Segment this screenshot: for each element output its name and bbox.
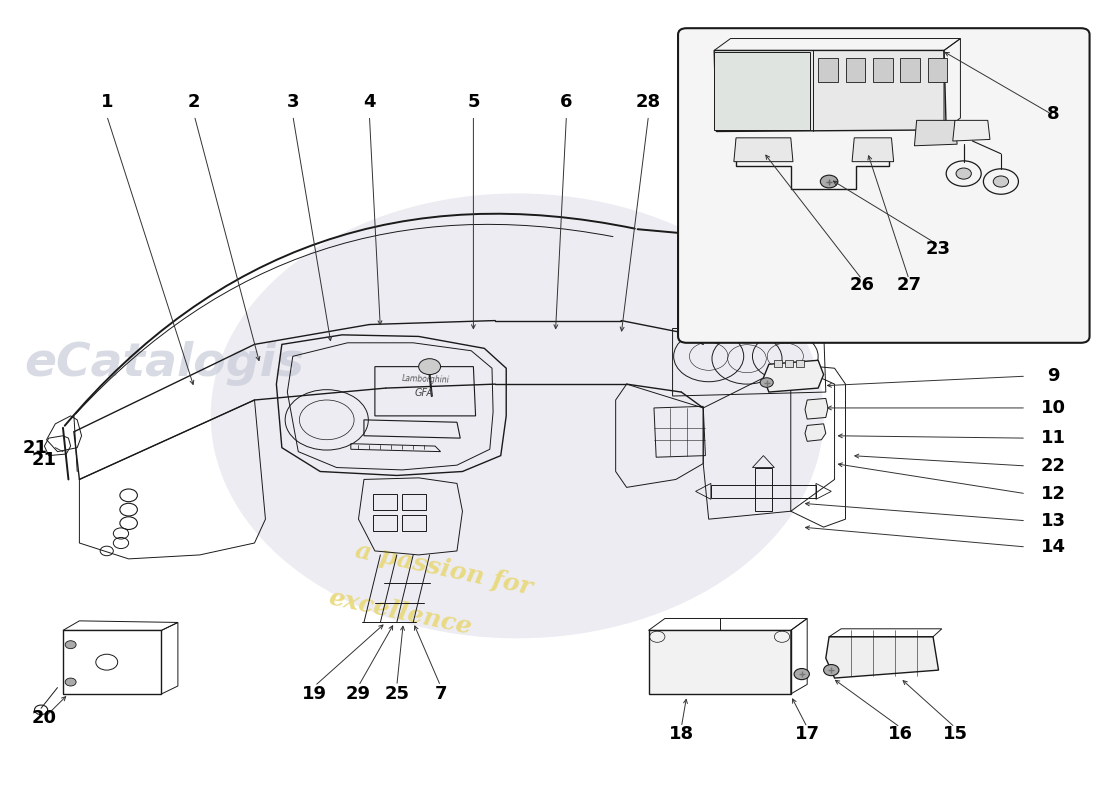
Text: 25: 25 (384, 685, 409, 703)
Text: 21: 21 (23, 438, 48, 457)
Polygon shape (714, 50, 946, 131)
Text: 12: 12 (1041, 485, 1066, 502)
Text: a passion for: a passion for (353, 538, 535, 600)
Text: 14: 14 (1041, 538, 1066, 556)
Text: 22: 22 (1041, 457, 1066, 475)
Text: 5: 5 (468, 93, 480, 111)
Circle shape (821, 175, 838, 188)
Circle shape (824, 665, 839, 676)
Text: 17: 17 (794, 725, 820, 742)
Text: 28: 28 (636, 93, 661, 111)
Bar (373, 515, 397, 531)
Circle shape (760, 378, 773, 387)
Bar (818, 58, 838, 82)
Text: Lamborghini: Lamborghini (403, 374, 450, 385)
Text: GFA: GFA (415, 388, 433, 398)
Text: eCatalogis: eCatalogis (24, 341, 305, 386)
Text: 11: 11 (1041, 429, 1066, 447)
Polygon shape (763, 360, 824, 392)
Text: 23: 23 (926, 240, 952, 258)
Text: 7: 7 (434, 685, 447, 703)
Text: 29: 29 (346, 685, 371, 703)
Polygon shape (805, 398, 828, 419)
Text: excellence: excellence (326, 586, 473, 639)
Bar (927, 58, 947, 82)
Polygon shape (649, 630, 791, 694)
Text: 18: 18 (669, 725, 694, 742)
Polygon shape (734, 138, 793, 162)
Text: 27: 27 (896, 276, 922, 294)
Text: 13: 13 (1041, 512, 1066, 530)
Bar (785, 360, 793, 366)
Bar (900, 58, 920, 82)
Bar (846, 58, 866, 82)
Text: 10: 10 (1041, 399, 1066, 417)
Text: 21: 21 (32, 450, 57, 469)
Bar (796, 360, 804, 366)
Circle shape (65, 678, 76, 686)
Text: 20: 20 (32, 709, 57, 726)
FancyBboxPatch shape (678, 28, 1090, 342)
Text: 3: 3 (287, 93, 299, 111)
Polygon shape (852, 138, 893, 162)
Text: 15: 15 (943, 725, 967, 742)
Polygon shape (714, 52, 811, 130)
Polygon shape (953, 120, 990, 141)
Circle shape (956, 168, 971, 179)
Text: 8: 8 (1047, 105, 1059, 123)
Bar (403, 494, 427, 510)
Text: 19: 19 (302, 685, 327, 703)
Circle shape (794, 669, 810, 680)
Circle shape (65, 641, 76, 649)
Polygon shape (826, 637, 938, 678)
Text: 9: 9 (1047, 367, 1059, 385)
Polygon shape (805, 424, 826, 442)
Text: 16: 16 (888, 725, 913, 742)
Text: 26: 26 (849, 276, 875, 294)
Text: 4: 4 (363, 93, 376, 111)
Text: 1: 1 (100, 93, 113, 111)
Circle shape (993, 176, 1009, 187)
Text: 2: 2 (188, 93, 200, 111)
Polygon shape (914, 120, 957, 146)
Circle shape (419, 358, 441, 374)
Bar (774, 360, 782, 366)
Bar (373, 494, 397, 510)
Text: 6: 6 (560, 93, 573, 111)
Bar (403, 515, 427, 531)
Bar (873, 58, 892, 82)
Circle shape (211, 194, 824, 638)
